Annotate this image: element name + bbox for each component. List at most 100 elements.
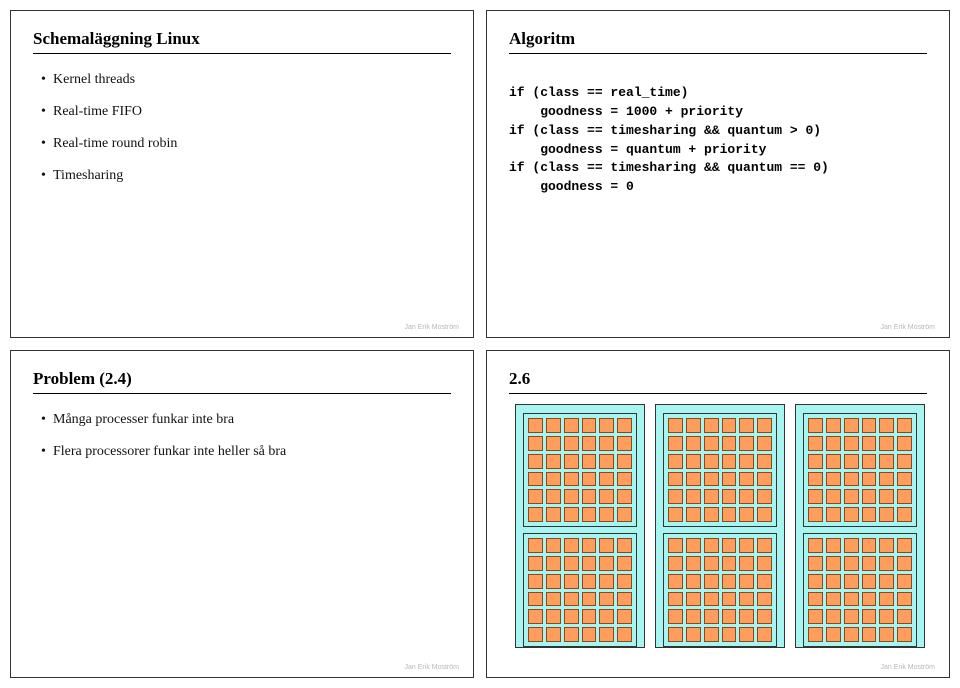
- grid-cell: [844, 627, 859, 642]
- grid-cell: [599, 592, 614, 607]
- title-rule: [33, 53, 451, 54]
- slide-title: Algoritm: [509, 29, 927, 49]
- grid-cell: [757, 574, 772, 589]
- grid-cell: [897, 472, 912, 487]
- grid-cell: [879, 454, 894, 469]
- grid-cell: [704, 556, 719, 571]
- slide-title: Problem (2.4): [33, 369, 451, 389]
- grid-cell: [862, 627, 877, 642]
- grid-cell: [879, 627, 894, 642]
- grid-cell: [808, 574, 823, 589]
- grid-cell: [826, 454, 841, 469]
- grid-cell: [757, 507, 772, 522]
- grid-cell: [739, 609, 754, 624]
- grid-cell: [808, 609, 823, 624]
- grid-cell: [862, 454, 877, 469]
- slide-title: Schemaläggning Linux: [33, 29, 451, 49]
- bullet-list: Kernel threads Real-time FIFO Real-time …: [41, 72, 451, 184]
- grid-cell: [808, 538, 823, 553]
- grid-cell: [757, 556, 772, 571]
- grid-cell: [686, 489, 701, 504]
- grid-cell: [757, 436, 772, 451]
- grid-cell: [757, 609, 772, 624]
- grid-cell: [808, 436, 823, 451]
- grid-cell: [599, 454, 614, 469]
- grid-cell: [897, 507, 912, 522]
- grid-cell: [826, 472, 841, 487]
- grid-cell: [844, 538, 859, 553]
- grid-cell: [599, 538, 614, 553]
- grid-cell: [599, 574, 614, 589]
- grid-cell: [686, 556, 701, 571]
- grid-cell: [844, 574, 859, 589]
- grid-cell: [582, 574, 597, 589]
- grid-cell: [564, 556, 579, 571]
- grid-cell: [546, 574, 561, 589]
- grid-cell: [564, 489, 579, 504]
- grid-cell: [826, 592, 841, 607]
- grid-cell: [739, 489, 754, 504]
- grid-cell: [668, 507, 683, 522]
- grid-cell: [668, 472, 683, 487]
- grid-cell: [757, 472, 772, 487]
- grid-cell: [582, 609, 597, 624]
- grid-cell: [564, 507, 579, 522]
- grid-cell: [757, 627, 772, 642]
- grid-cell: [826, 507, 841, 522]
- grid-cell: [546, 436, 561, 451]
- grid-cell: [599, 556, 614, 571]
- grid-cell: [617, 556, 632, 571]
- grid-cell: [808, 418, 823, 433]
- grid-cell: [826, 574, 841, 589]
- grid-cell: [808, 592, 823, 607]
- grid-cell: [844, 454, 859, 469]
- grid-cell: [582, 507, 597, 522]
- grid-cell: [739, 436, 754, 451]
- grid-cell: [722, 592, 737, 607]
- grid-cell: [826, 418, 841, 433]
- grid-cell: [879, 592, 894, 607]
- panels-container: [509, 404, 927, 648]
- grid-block: [663, 413, 777, 527]
- grid-cell: [722, 472, 737, 487]
- grid-cell: [704, 609, 719, 624]
- grid-cell: [722, 538, 737, 553]
- grid-cell: [862, 556, 877, 571]
- grid-block: [663, 533, 777, 647]
- grid-cell: [722, 454, 737, 469]
- grid-cell: [617, 418, 632, 433]
- bullet-item: Många processer funkar inte bra: [41, 412, 451, 428]
- grid-cell: [826, 609, 841, 624]
- grid-cell: [844, 592, 859, 607]
- grid-cell: [704, 538, 719, 553]
- slide-footer: Jan Erik Moström: [881, 664, 935, 671]
- grid-cell: [599, 627, 614, 642]
- slide-footer: Jan Erik Moström: [405, 324, 459, 331]
- grid-cell: [897, 436, 912, 451]
- grid-cell: [704, 592, 719, 607]
- grid-cell: [844, 489, 859, 504]
- grid-cell: [668, 556, 683, 571]
- grid-cell: [722, 418, 737, 433]
- grid-cell: [722, 489, 737, 504]
- slide-problem-24: Problem (2.4) Många processer funkar int…: [10, 350, 474, 678]
- grid-cell: [686, 609, 701, 624]
- grid-cell: [722, 556, 737, 571]
- grid-cell: [686, 574, 701, 589]
- cpu-panel: [795, 404, 925, 648]
- grid-cell: [528, 574, 543, 589]
- grid-cell: [564, 609, 579, 624]
- grid-block: [803, 533, 917, 647]
- grid-cell: [528, 436, 543, 451]
- bullet-list: Många processer funkar inte bra Flera pr…: [41, 412, 451, 460]
- grid-cell: [582, 418, 597, 433]
- grid-cell: [722, 507, 737, 522]
- grid-block: [803, 413, 917, 527]
- grid-cell: [897, 609, 912, 624]
- grid-cell: [686, 472, 701, 487]
- grid-cell: [879, 609, 894, 624]
- grid-cell: [704, 454, 719, 469]
- cpu-panel: [655, 404, 785, 648]
- grid-cell: [844, 472, 859, 487]
- grid-cell: [879, 489, 894, 504]
